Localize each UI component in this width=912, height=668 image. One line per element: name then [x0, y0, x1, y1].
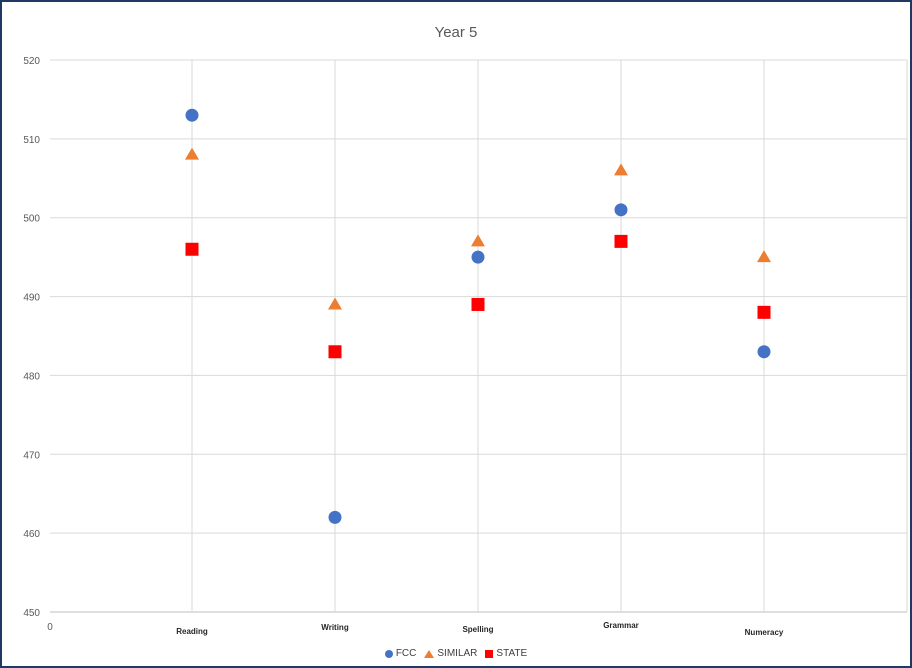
x-tick-label: Writing	[321, 623, 349, 632]
legend-label-similar: SIMILAR	[437, 648, 478, 659]
legend-item-similar: SIMILAR	[424, 648, 477, 659]
legend-label-state: STATE	[496, 648, 528, 659]
legend: FCC SIMILAR STATE	[2, 648, 910, 659]
x-tick-label: Grammar	[603, 621, 639, 630]
data-point-fcc	[471, 250, 485, 264]
data-point-similar	[185, 147, 199, 160]
data-point-state	[328, 345, 342, 359]
y-tick-label: 490	[23, 293, 40, 304]
y-tick-label: 470	[23, 450, 40, 461]
x-tick-label: Spelling	[462, 625, 493, 634]
data-point-fcc	[328, 510, 342, 524]
x-tick-label: Reading	[176, 627, 208, 636]
data-point-state	[614, 234, 628, 248]
data-point-fcc	[185, 108, 199, 122]
data-point-state	[471, 297, 485, 311]
circle-marker-icon	[384, 649, 393, 658]
chart-title: Year 5	[434, 24, 478, 41]
data-point-fcc	[614, 203, 628, 217]
legend-item-fcc: FCC	[384, 648, 417, 659]
y-tick-label: 520	[23, 56, 40, 67]
y-tick-label: 460	[23, 529, 40, 540]
y-tick-label: 480	[23, 371, 40, 382]
y-tick-label: 510	[23, 135, 40, 146]
data-point-fcc	[757, 345, 771, 359]
legend-label-fcc: FCC	[395, 648, 417, 659]
data-point-similar	[328, 297, 342, 310]
data-point-similar	[757, 250, 771, 263]
legend-item-state: STATE	[485, 648, 527, 659]
x-origin-label: 0	[47, 622, 53, 633]
triangle-marker-icon	[424, 649, 435, 658]
data-point-similar	[471, 234, 485, 247]
data-point-similar	[614, 163, 628, 176]
data-point-state	[185, 242, 199, 256]
x-tick-label: Numeracy	[745, 628, 784, 637]
y-tick-label: 500	[23, 214, 40, 225]
data-point-state	[757, 305, 771, 319]
square-marker-icon	[485, 649, 494, 658]
y-tick-label: 450	[23, 608, 40, 619]
